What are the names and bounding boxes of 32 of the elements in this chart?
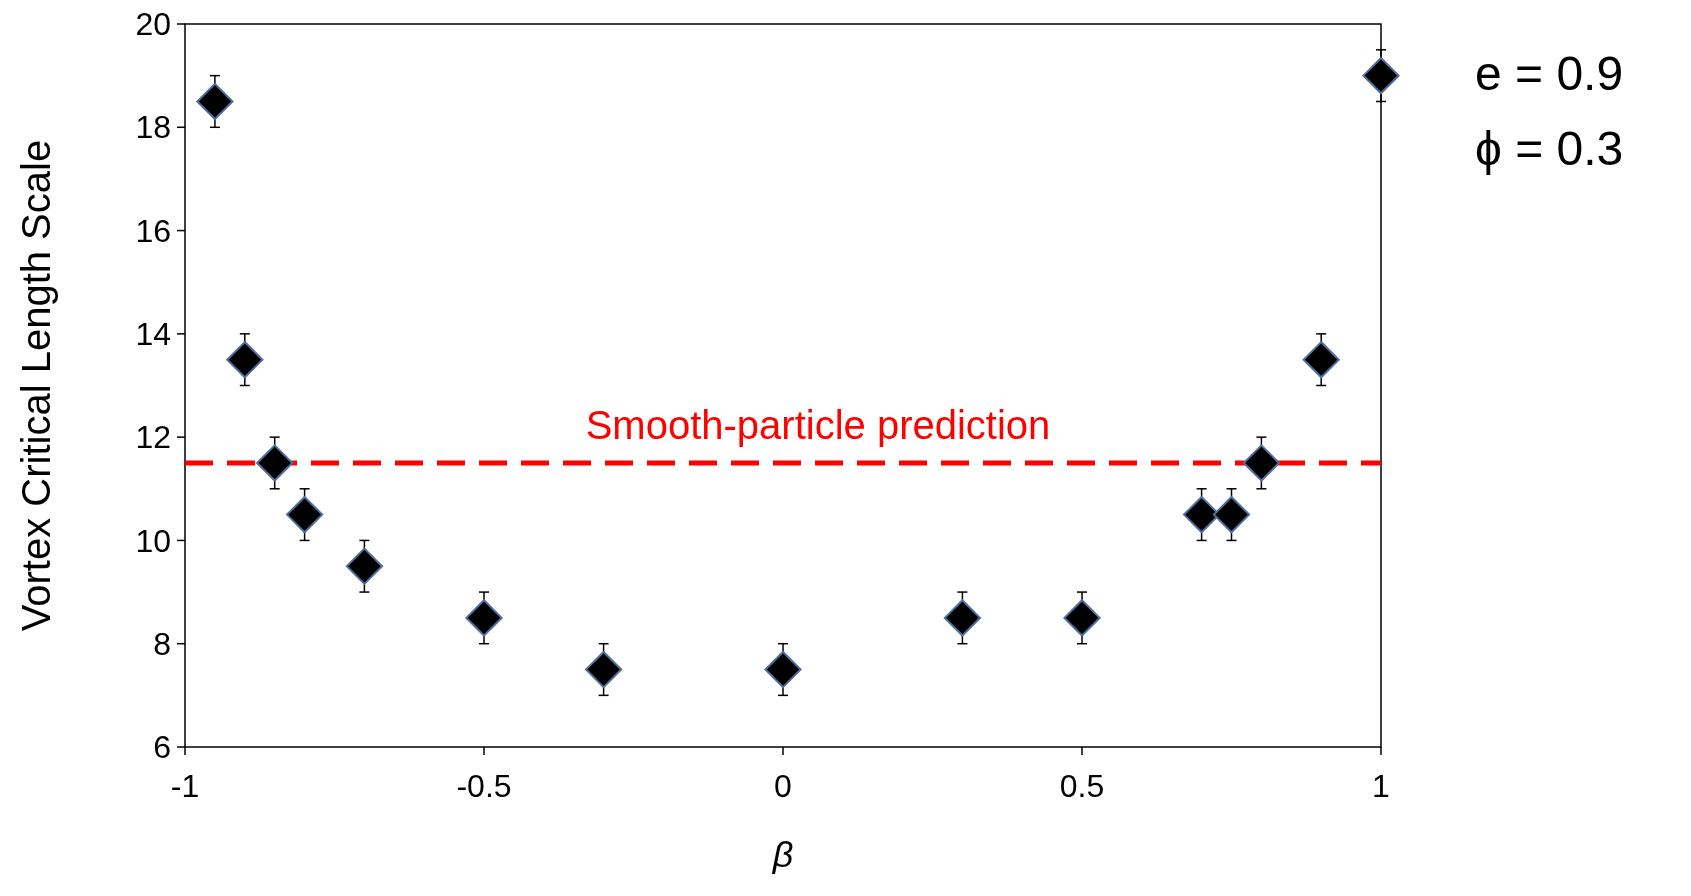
point xyxy=(226,341,264,379)
y-tick-label: 18 xyxy=(135,109,171,146)
text: e = 0.9 xyxy=(1475,47,1624,100)
y-tick-label: 16 xyxy=(135,212,171,249)
point xyxy=(1302,341,1340,379)
point xyxy=(1063,599,1101,637)
point xyxy=(1242,444,1281,482)
x-tick-label: 0.5 xyxy=(1059,768,1105,804)
x-tick-label: -0.5 xyxy=(456,768,512,804)
ref-line-label: Smooth-particle prediction xyxy=(585,402,1051,447)
y-tick-label: 8 xyxy=(153,625,171,662)
point xyxy=(584,650,623,689)
x-tick-label: 1 xyxy=(1372,768,1390,804)
point xyxy=(1212,496,1251,534)
y-tick-label: 20 xyxy=(135,6,171,43)
y-tick-label: 6 xyxy=(153,729,171,766)
x-tick-label: -1 xyxy=(170,768,200,804)
text: ϕ = 0.3 xyxy=(1475,122,1624,175)
point xyxy=(196,82,234,121)
point xyxy=(285,496,324,534)
y-tick-label: 12 xyxy=(135,419,171,456)
point xyxy=(465,599,503,637)
y-tick-label: 10 xyxy=(135,522,171,559)
point xyxy=(943,599,982,637)
point xyxy=(764,650,802,689)
point xyxy=(345,547,384,585)
point xyxy=(256,444,294,482)
y-tick-label: 14 xyxy=(135,316,171,353)
point xyxy=(1362,57,1400,95)
y-axis-title: Vortex Critical Length Scale xyxy=(14,139,58,632)
x-axis-title: β xyxy=(771,834,794,875)
x-tick-label: 0 xyxy=(774,768,792,804)
